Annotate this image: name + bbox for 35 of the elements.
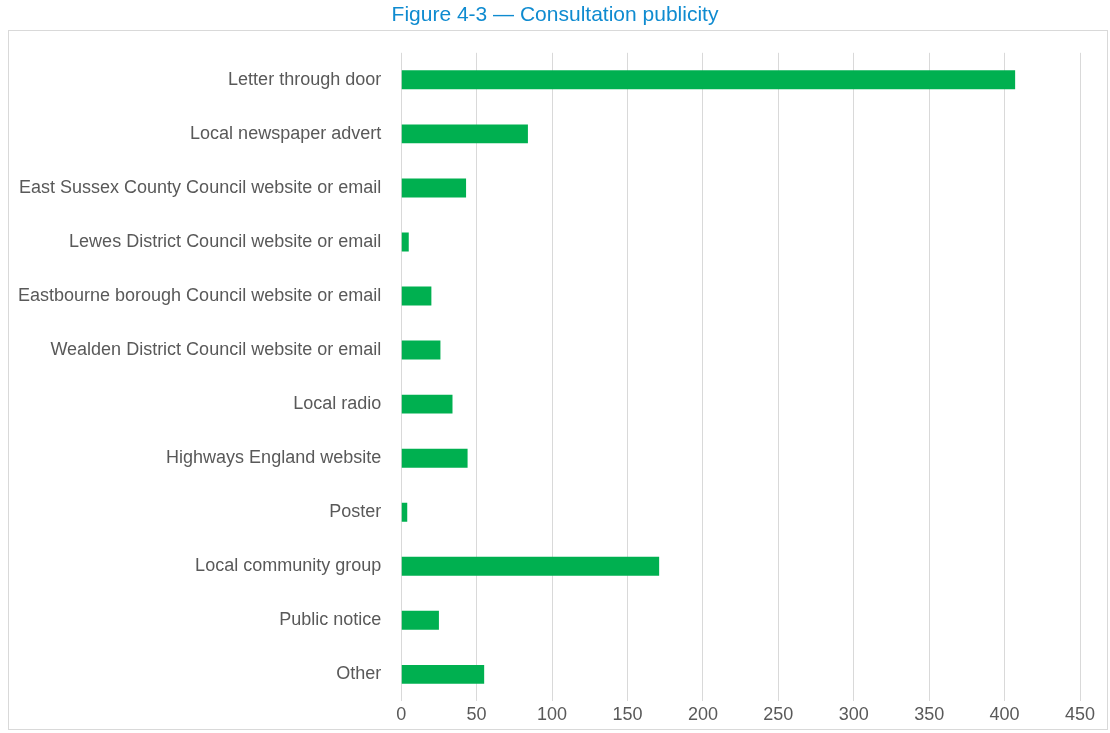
x-tick-label: 300	[838, 704, 869, 725]
bar	[401, 286, 432, 306]
y-tick-label: Highways England website	[166, 447, 382, 468]
x-tick-label: 250	[763, 704, 794, 725]
x-tick-label: 450	[1064, 704, 1096, 725]
bar	[401, 502, 408, 522]
x-tick-label: 200	[687, 704, 718, 725]
bar	[401, 340, 441, 360]
y-tick-label: Public notice	[279, 609, 382, 630]
x-tick-label: 400	[989, 704, 1020, 725]
bar	[401, 610, 439, 630]
y-tick-label: Letter through door	[228, 68, 382, 89]
x-tick-label: 50	[466, 704, 487, 725]
bar	[401, 232, 409, 252]
y-tick-label: Other	[336, 663, 382, 684]
y-tick-label: Local newspaper advert	[190, 122, 382, 143]
bar	[401, 124, 528, 144]
y-tick-label: Poster	[329, 501, 382, 522]
bar	[401, 70, 1016, 90]
y-tick-label: Eastbourne borough Council website or email	[17, 284, 382, 305]
x-tick-label: 350	[914, 704, 945, 725]
y-tick-label: Wealden District Council website or email	[50, 339, 382, 360]
bar	[401, 178, 467, 198]
bar	[401, 664, 485, 684]
x-tick-label: 0	[396, 704, 407, 725]
bar	[401, 448, 468, 468]
y-tick-label: Local community group	[195, 555, 382, 576]
x-tick-label: 100	[537, 704, 568, 725]
bar	[401, 394, 453, 414]
y-tick-label: Lewes District Council website or email	[69, 230, 382, 251]
y-tick-label: Local radio	[293, 393, 382, 414]
chart-title: Figure 4-3 — Consultation publicity	[390, 2, 720, 26]
x-tick-label: 150	[612, 704, 643, 725]
bar	[401, 556, 660, 576]
y-tick-label: East Sussex County Council website or email	[19, 176, 382, 197]
